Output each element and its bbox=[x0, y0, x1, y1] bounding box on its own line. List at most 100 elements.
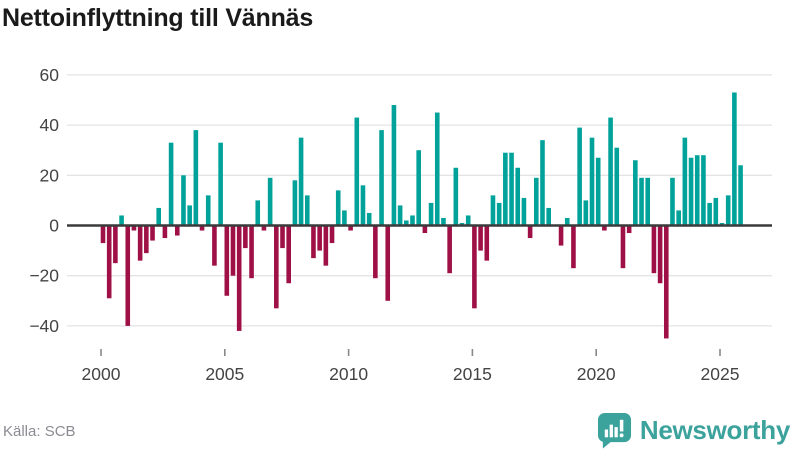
bar-2001Q1 bbox=[125, 225, 131, 326]
bar-2004Q3 bbox=[212, 225, 217, 266]
bar-2001Q2 bbox=[131, 225, 137, 231]
y-axis-label-0: 0 bbox=[49, 216, 59, 236]
bar-2024Q3 bbox=[707, 202, 712, 226]
bar-2020Q2 bbox=[602, 225, 607, 231]
bar-2013Q4 bbox=[441, 217, 446, 226]
bar-2024Q4 bbox=[713, 197, 719, 226]
x-axis-label-2000: 2000 bbox=[82, 364, 121, 384]
y-axis-label-60: 60 bbox=[40, 65, 60, 85]
bar-2014Q4 bbox=[465, 215, 471, 226]
bar-2021Q3 bbox=[633, 160, 638, 226]
bar-2009Q2 bbox=[329, 225, 335, 244]
bar-2017Q1 bbox=[521, 197, 527, 226]
bar-2020Q1 bbox=[595, 157, 601, 226]
bar-2005Q2 bbox=[230, 225, 236, 276]
x-axis-label-2010: 2010 bbox=[329, 364, 368, 384]
bar-2000Q2 bbox=[106, 225, 112, 299]
axes: 60 40 20 0 −20 −40 2000 2005 2010 2015 2020 2025 bbox=[29, 65, 772, 384]
bar-2015Q1 bbox=[472, 225, 477, 309]
x-axis-label-2025: 2025 bbox=[701, 364, 740, 384]
bar-2006Q1 bbox=[249, 225, 254, 279]
bar-2012Q1 bbox=[397, 205, 403, 226]
bar-2003Q3 bbox=[187, 205, 192, 226]
y-axis-label-20: 20 bbox=[40, 165, 60, 185]
bar-2023Q4 bbox=[688, 157, 694, 226]
bar-2011Q3 bbox=[385, 225, 391, 301]
bar-2016Q3 bbox=[509, 152, 514, 226]
bar-2019Q3 bbox=[583, 200, 589, 226]
bar-2020Q3 bbox=[608, 117, 613, 226]
source-label: Källa: SCB bbox=[3, 423, 76, 440]
bar-2004Q1 bbox=[199, 225, 205, 231]
x-axis-label-2005: 2005 bbox=[205, 364, 244, 384]
bar-2022Q3 bbox=[657, 225, 663, 284]
bar-2006Q4 bbox=[267, 177, 273, 226]
y-axis-label-40: 40 bbox=[40, 115, 60, 135]
bar-2010Q3 bbox=[360, 185, 366, 226]
bar-2016Q4 bbox=[515, 167, 521, 226]
bar-2016Q1 bbox=[496, 202, 502, 226]
bar-2023Q3 bbox=[682, 137, 688, 226]
logo-text: Newsworthy bbox=[639, 414, 790, 445]
bar-2006Q3 bbox=[261, 225, 267, 231]
bar-2009Q4 bbox=[342, 210, 347, 226]
bar-2024Q2 bbox=[701, 155, 706, 226]
bar-2002Q1 bbox=[150, 225, 155, 241]
bar-2013Q3 bbox=[434, 112, 440, 226]
bar-2025Q4 bbox=[738, 165, 743, 226]
bar-2002Q2 bbox=[156, 207, 162, 226]
bar-2010Q1 bbox=[348, 225, 353, 231]
bar-2009Q1 bbox=[323, 225, 329, 266]
bar-2011Q1 bbox=[373, 225, 378, 279]
page-title: Nettoinflyttning till Vännäs bbox=[2, 4, 314, 32]
bar-2001Q4 bbox=[144, 225, 149, 254]
bar-2020Q4 bbox=[614, 147, 620, 226]
bar-2021Q2 bbox=[626, 225, 632, 234]
bar-2002Q4 bbox=[168, 142, 174, 226]
bar-2021Q1 bbox=[620, 225, 626, 269]
bar-2000Q1 bbox=[100, 225, 106, 244]
bar-2012Q2 bbox=[404, 220, 409, 226]
bar-2015Q3 bbox=[484, 225, 490, 261]
bar-2016Q2 bbox=[503, 152, 508, 226]
bar-2023Q2 bbox=[676, 210, 681, 226]
bar-2012Q4 bbox=[416, 150, 421, 226]
bar-2008Q4 bbox=[317, 225, 322, 251]
bar-2022Q2 bbox=[651, 225, 657, 274]
bar-2007Q4 bbox=[292, 180, 298, 226]
newsworthy-logo: Newsworthy bbox=[597, 411, 790, 449]
bar-2018Q3 bbox=[558, 225, 564, 246]
bar-2014Q2 bbox=[453, 167, 459, 226]
bar-2019Q2 bbox=[577, 127, 582, 226]
bar-2011Q2 bbox=[379, 130, 384, 226]
bar-2013Q2 bbox=[428, 202, 434, 226]
bar-2000Q4 bbox=[119, 215, 124, 226]
bar-2006Q2 bbox=[255, 200, 261, 226]
bar-2008Q2 bbox=[304, 195, 310, 226]
bar-2003Q1 bbox=[174, 225, 180, 236]
bar-2004Q4 bbox=[218, 142, 223, 226]
bar-2023Q1 bbox=[670, 177, 675, 226]
y-axis-label--20: −20 bbox=[29, 266, 59, 286]
bar-2025Q3 bbox=[732, 92, 737, 226]
bar-2021Q4 bbox=[639, 177, 644, 226]
bars bbox=[100, 92, 743, 339]
bar-2025Q2 bbox=[725, 195, 731, 226]
bar-2012Q3 bbox=[410, 215, 415, 226]
bar-2017Q3 bbox=[534, 177, 539, 226]
bar-2018Q4 bbox=[564, 217, 570, 226]
bar-2000Q3 bbox=[113, 225, 118, 264]
bar-2014Q1 bbox=[447, 225, 452, 274]
bar-2024Q1 bbox=[694, 155, 700, 226]
bar-2002Q3 bbox=[162, 225, 168, 239]
bar-2005Q3 bbox=[236, 225, 242, 331]
bar-2019Q1 bbox=[571, 225, 576, 269]
bar-2007Q2 bbox=[280, 225, 285, 249]
bar-chart-speech-bubble-icon bbox=[597, 412, 631, 448]
bar-2004Q2 bbox=[205, 195, 211, 226]
bar-2015Q4 bbox=[490, 195, 496, 226]
bar-2005Q1 bbox=[224, 225, 230, 296]
bar-2015Q2 bbox=[478, 225, 483, 251]
bar-2011Q4 bbox=[391, 105, 397, 226]
